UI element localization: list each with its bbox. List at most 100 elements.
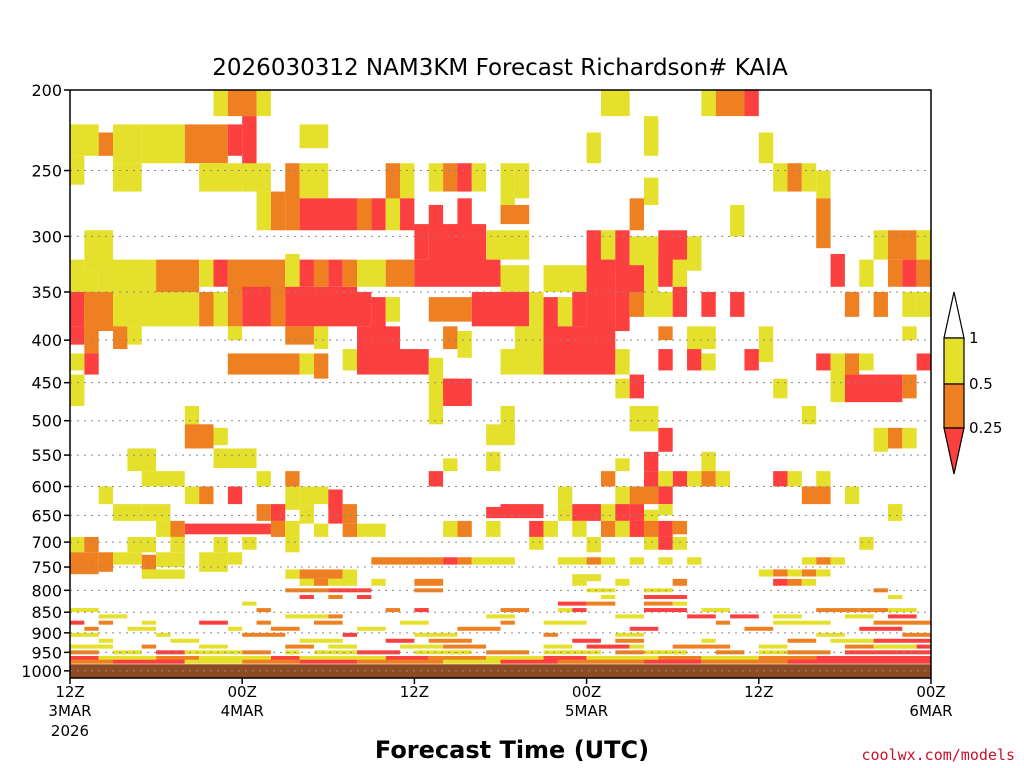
heatmap-cell [285,286,357,327]
heatmap-cell [644,471,659,487]
heatmap-strip [701,638,716,643]
y-tick-label: 1000 [21,662,62,681]
heatmap-cell [758,132,774,164]
heatmap-cell [486,451,501,472]
heatmap-strip [428,638,472,643]
heatmap-cell [70,374,85,399]
heatmap-strip [400,620,429,625]
heatmap-strip [184,650,243,655]
heatmap-cell [557,557,587,565]
heatmap-cell [213,259,228,287]
heatmap-cell [500,349,544,375]
heatmap-cell [113,326,128,350]
heatmap-strip [299,638,343,643]
heatmap-cell [256,504,271,521]
heatmap-cell [457,163,472,192]
heatmap-strip [543,644,573,649]
heatmap-cell [227,353,300,375]
heatmap-strip [744,626,774,631]
heatmap-cell [113,291,200,327]
heatmap-cell [285,326,314,345]
y-tick-label: 700 [31,533,62,552]
colorbar-upper-arrow [943,291,965,339]
heatmap-cell [342,504,357,524]
heatmap-cell [242,163,271,192]
colorbar-lower-arrow [943,427,965,475]
heatmap-cell [787,163,802,192]
heatmap-cell [156,552,185,568]
x-tick-year: 2026 [51,722,89,740]
heatmap-cell [270,191,286,231]
y-tick-label: 650 [31,506,62,525]
heatmap-cell [141,569,157,579]
y-tick-label: 300 [31,227,62,246]
heatmap-strip [557,608,573,613]
heatmap-cell [227,552,243,565]
heatmap-cell [486,506,501,519]
heatmap-cell [715,471,731,487]
heatmap-cell [844,291,860,317]
heatmap-strip [70,655,99,660]
y-tick-label: 550 [31,446,62,465]
heatmap-strip [156,632,171,637]
heatmap-strip [199,620,228,625]
heatmap-strip [285,614,329,619]
heatmap-strip [242,659,300,664]
heatmap-cell [644,451,659,472]
heatmap-cell [658,504,673,516]
heatmap-cell [816,198,831,249]
heatmap-cell [428,471,444,487]
heatmap-strip [830,638,874,643]
heatmap-cell [242,286,271,327]
heatmap-cell [730,291,745,317]
heatmap-strip [844,650,931,655]
heatmap-strip [328,588,372,593]
heatmap-strip [887,608,917,613]
heatmap-cell [184,124,228,164]
heatmap-cell [299,486,329,505]
x-tick-label: 12Z [744,683,773,701]
heatmap-cell [113,124,142,164]
credit-text: coolwx.com/models [861,746,1015,764]
heatmap-cell [500,265,530,292]
heatmap-cell [629,198,644,231]
heatmap-cell [859,536,874,550]
heatmap-cell [285,163,300,199]
x-tick-label: 00Z [228,683,257,701]
heatmap-cell [371,578,386,586]
heatmap-strip [715,650,745,655]
heatmap-cell [313,353,329,379]
heatmap-cell [400,557,444,565]
heatmap-strip [443,659,501,664]
heatmap-cell [586,536,601,553]
heatmap-cell [615,349,630,375]
heatmap-cell [342,569,357,579]
heatmap-strip [644,659,702,664]
heatmap-cell [500,204,530,225]
heatmap-strip [486,655,544,660]
heatmap-cell [816,471,831,487]
heatmap-cell [916,230,931,260]
heatmap-cell [816,170,831,199]
heatmap-cell [773,569,788,577]
heatmap-cell [887,504,903,521]
heatmap-strip [916,644,931,649]
heatmap-cell [313,259,329,287]
heatmap-strip [328,644,357,649]
heatmap-strip [242,650,271,655]
heatmap-cell [227,90,257,117]
heatmap-cell [141,124,185,164]
heatmap-cell [328,489,343,507]
heatmap-strip [199,655,271,660]
heatmap-cells [70,90,931,664]
heatmap-cell [127,448,157,472]
heatmap-strip [557,659,644,664]
heatmap-cell [113,552,142,565]
heatmap-cell [801,578,817,586]
heatmap-strip [715,620,731,625]
heatmap-cell [156,569,185,579]
heatmap-cell [242,536,257,550]
heatmap-strip [170,638,200,643]
heatmap-cell [658,536,673,550]
heatmap-cell [902,427,917,449]
